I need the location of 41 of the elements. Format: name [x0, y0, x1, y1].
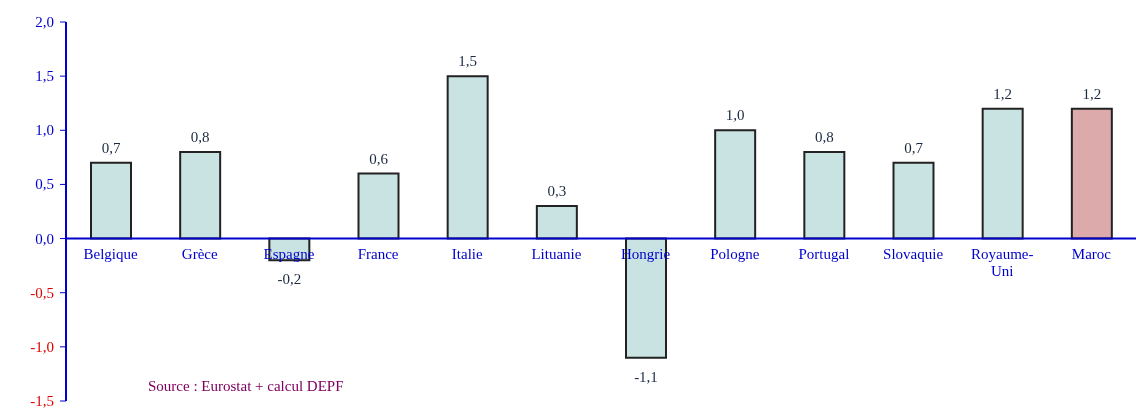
x-tick-label: Portugal [798, 245, 850, 262]
data-label: 0,7 [101, 139, 121, 156]
y-tick-label: 2,0 [35, 14, 54, 30]
bar [1070, 107, 1113, 240]
x-tick-label: Slovaquie [883, 245, 944, 262]
data-label: 0,7 [904, 139, 924, 156]
y-tick-label: 1,5 [35, 68, 54, 85]
x-tick-label: Grèce [181, 245, 218, 262]
y-tick-label: 0,5 [35, 176, 54, 193]
y-tick-label: -1,5 [30, 393, 54, 409]
x-tick-label: Pologne [710, 245, 760, 262]
bar [803, 150, 846, 240]
y-tick-label: 1,0 [35, 122, 54, 139]
data-label: 1,0 [725, 107, 745, 124]
bar [714, 129, 757, 240]
x-tick-label: Maroc [1071, 245, 1112, 262]
x-tick-label: France [357, 245, 399, 262]
data-label: 0,6 [369, 150, 389, 167]
bar [179, 150, 222, 240]
data-label: 1,2 [993, 85, 1013, 102]
data-label: 0,8 [814, 128, 834, 145]
y-tick-label: -0,5 [30, 284, 54, 301]
x-tick-label: Belgique [83, 245, 138, 262]
bar [446, 75, 489, 240]
annotation: Source : Eurostat + calcul DEPF [148, 378, 344, 395]
data-label: 0,3 [547, 183, 567, 200]
bar [535, 205, 578, 240]
data-label: 0,8 [190, 128, 210, 145]
x-tick-label: Royaume-Uni [971, 245, 1034, 279]
data-label: 1,2 [1082, 85, 1102, 102]
data-label: 1,5 [458, 53, 478, 70]
bar [892, 161, 935, 240]
x-tick-label: Lituanie [531, 245, 582, 262]
data-label: -0,2 [277, 271, 302, 288]
data-label: -1,1 [634, 368, 658, 385]
x-tick-label: Italie [451, 245, 483, 262]
bar [90, 161, 132, 240]
bar [981, 107, 1024, 240]
y-tick-label: 0,0 [35, 230, 54, 247]
bar [357, 172, 400, 240]
y-tick-label: -1,0 [30, 338, 54, 355]
